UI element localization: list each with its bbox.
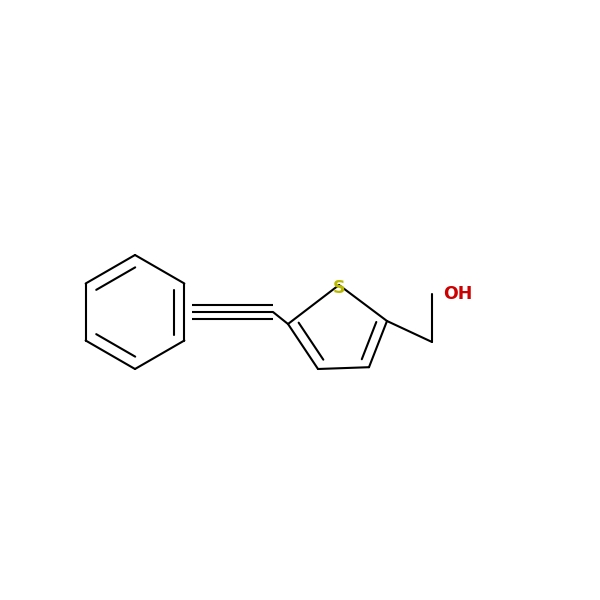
- Text: OH: OH: [443, 285, 472, 303]
- Text: S: S: [333, 279, 345, 297]
